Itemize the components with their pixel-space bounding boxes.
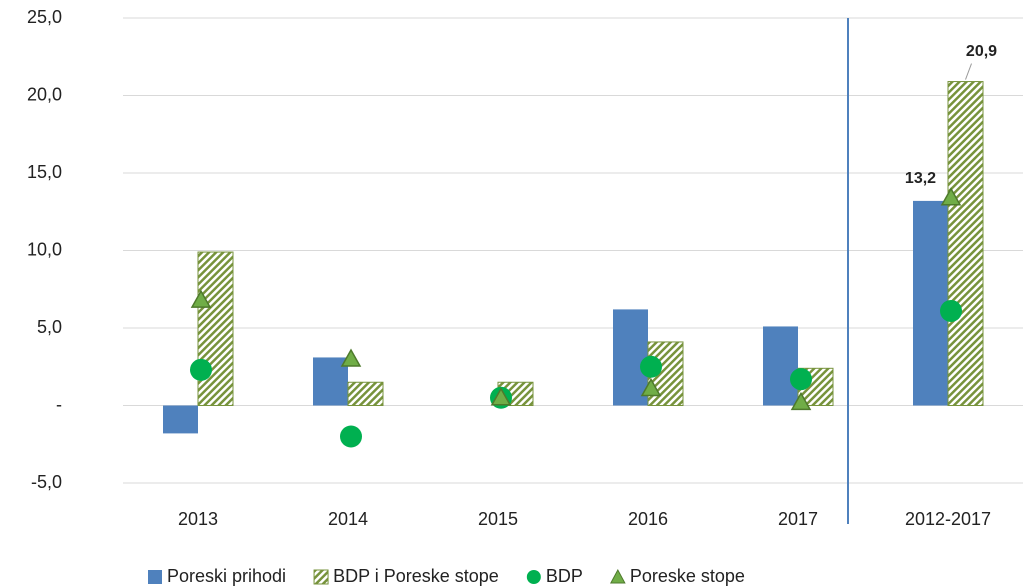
legend-item: BDP i Poreske stope	[313, 566, 499, 586]
legend-label: BDP i Poreske stope	[333, 566, 499, 586]
y-tick-label: 10,0	[27, 239, 62, 259]
legend-label: Poreski prihodi	[167, 566, 286, 586]
bar	[163, 405, 198, 434]
y-tick-label: -	[56, 394, 62, 414]
legend-swatch	[526, 570, 541, 584]
bar	[913, 200, 948, 406]
marker	[190, 289, 212, 308]
x-tick-label: 2015	[478, 509, 518, 529]
x-tick-label: 2012-2017	[905, 509, 991, 529]
bar	[947, 81, 984, 407]
legend-item: BDP	[526, 566, 583, 586]
legend-swatch	[148, 570, 162, 584]
legend-item: Poreski prihodi	[148, 566, 286, 586]
legend-item: Poreske stope	[610, 566, 745, 586]
y-tick-label: 20,0	[27, 84, 62, 104]
marker	[940, 187, 962, 206]
y-tick-label: -5,0	[31, 472, 62, 492]
marker	[940, 299, 962, 322]
x-tick-label: 2016	[628, 509, 668, 529]
bar	[197, 251, 234, 406]
marker	[340, 348, 362, 367]
legend-label: Poreske stope	[630, 566, 745, 586]
x-tick-label: 2013	[178, 509, 218, 529]
marker	[640, 377, 662, 397]
leader-line	[965, 63, 972, 80]
bar	[613, 309, 648, 406]
marker	[340, 425, 362, 448]
x-tick-label: 2014	[328, 509, 368, 529]
legend-label: BDP	[546, 566, 583, 586]
marker	[790, 391, 812, 411]
legend-swatch	[610, 568, 626, 584]
y-tick-label: 15,0	[27, 162, 62, 182]
y-tick-label: 25,0	[27, 7, 62, 27]
bar	[347, 381, 384, 406]
legend-swatch	[313, 569, 329, 585]
marker	[790, 368, 812, 391]
data-label: 13,2	[905, 170, 936, 187]
data-label: 20,9	[966, 43, 997, 60]
marker	[640, 355, 662, 378]
x-tick-label: 2017	[778, 509, 818, 529]
marker	[190, 358, 212, 381]
marker	[490, 387, 512, 406]
bar	[763, 326, 798, 406]
y-tick-label: 5,0	[37, 317, 62, 337]
